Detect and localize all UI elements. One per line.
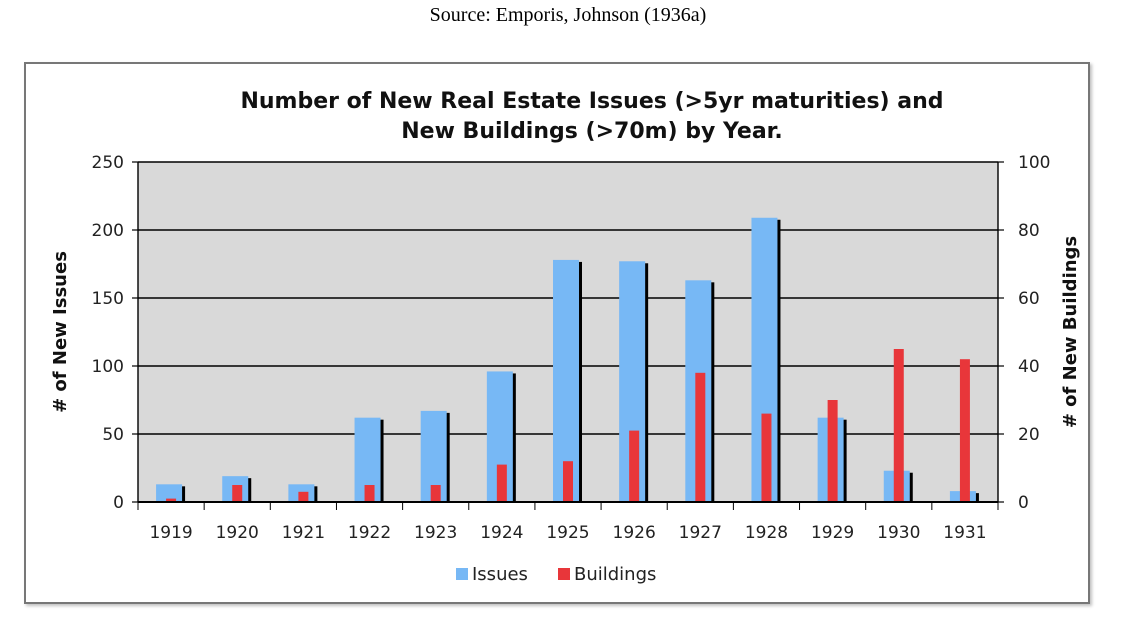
right-tick-label: 40	[1018, 357, 1040, 377]
buildings-bar	[959, 359, 970, 502]
x-tick-label: 1930	[877, 523, 920, 543]
left-tick-label: 200	[92, 221, 124, 241]
x-tick-label: 1921	[282, 523, 325, 543]
buildings-bar	[496, 464, 507, 502]
x-tick-label: 1927	[679, 523, 722, 543]
issues-bar	[156, 484, 183, 502]
buildings-bar	[893, 349, 904, 502]
legend-swatch-buildings	[558, 568, 570, 580]
left-tick-label: 0	[113, 493, 124, 513]
plot-area: 0 50 100 150 200 250 0 20 40 60 80 100 1919 1920 1921 1…	[50, 153, 1081, 585]
x-tick-label: 1920	[216, 523, 259, 543]
buildings-bar	[166, 498, 177, 502]
buildings-bar	[629, 430, 640, 502]
x-tick-label: 1925	[546, 523, 589, 543]
legend-label-buildings: Buildings	[574, 564, 656, 585]
legend-label-issues: Issues	[472, 564, 528, 585]
buildings-bar	[761, 413, 772, 502]
buildings-bar	[430, 485, 441, 502]
chart-title-line2: New Buildings (>70m) by Year.	[401, 119, 783, 144]
buildings-bar	[695, 372, 706, 502]
left-tick-label: 250	[92, 153, 124, 173]
right-tick-label: 100	[1018, 153, 1050, 173]
left-tick-label: 50	[102, 425, 124, 445]
right-tick-label: 0	[1018, 493, 1029, 513]
chart-title-line1: Number of New Real Estate Issues (>5yr m…	[240, 89, 943, 114]
chart-svg: Number of New Real Estate Issues (>5yr m…	[50, 89, 1081, 585]
x-tick-label: 1922	[348, 523, 391, 543]
source-caption: Source: Emporis, Johnson (1936a)	[429, 4, 707, 26]
buildings-bar	[232, 485, 243, 502]
right-tick-label: 20	[1018, 425, 1040, 445]
x-tick-label: 1926	[613, 523, 656, 543]
x-tick-label: 1923	[414, 523, 457, 543]
legend-swatch-issues	[456, 568, 468, 580]
buildings-bar	[563, 461, 573, 502]
buildings-bar	[827, 400, 838, 502]
left-tick-label: 100	[92, 357, 124, 377]
right-tick-label: 60	[1018, 289, 1040, 309]
x-tick-label: 1931	[943, 523, 986, 543]
x-tick-label: 1924	[480, 523, 523, 543]
chart-frame: Number of New Real Estate Issues (>5yr m…	[24, 62, 1090, 604]
left-tick-label: 150	[92, 289, 124, 309]
x-tick-label: 1929	[811, 523, 854, 543]
buildings-bar	[298, 491, 309, 502]
x-tick-label: 1919	[149, 523, 192, 543]
left-axis-title: # of New Issues	[50, 251, 71, 413]
buildings-bar	[364, 485, 375, 502]
right-tick-label: 80	[1018, 221, 1040, 241]
x-tick-label: 1928	[745, 523, 788, 543]
right-axis-title: # of New Buildings	[1060, 236, 1081, 428]
